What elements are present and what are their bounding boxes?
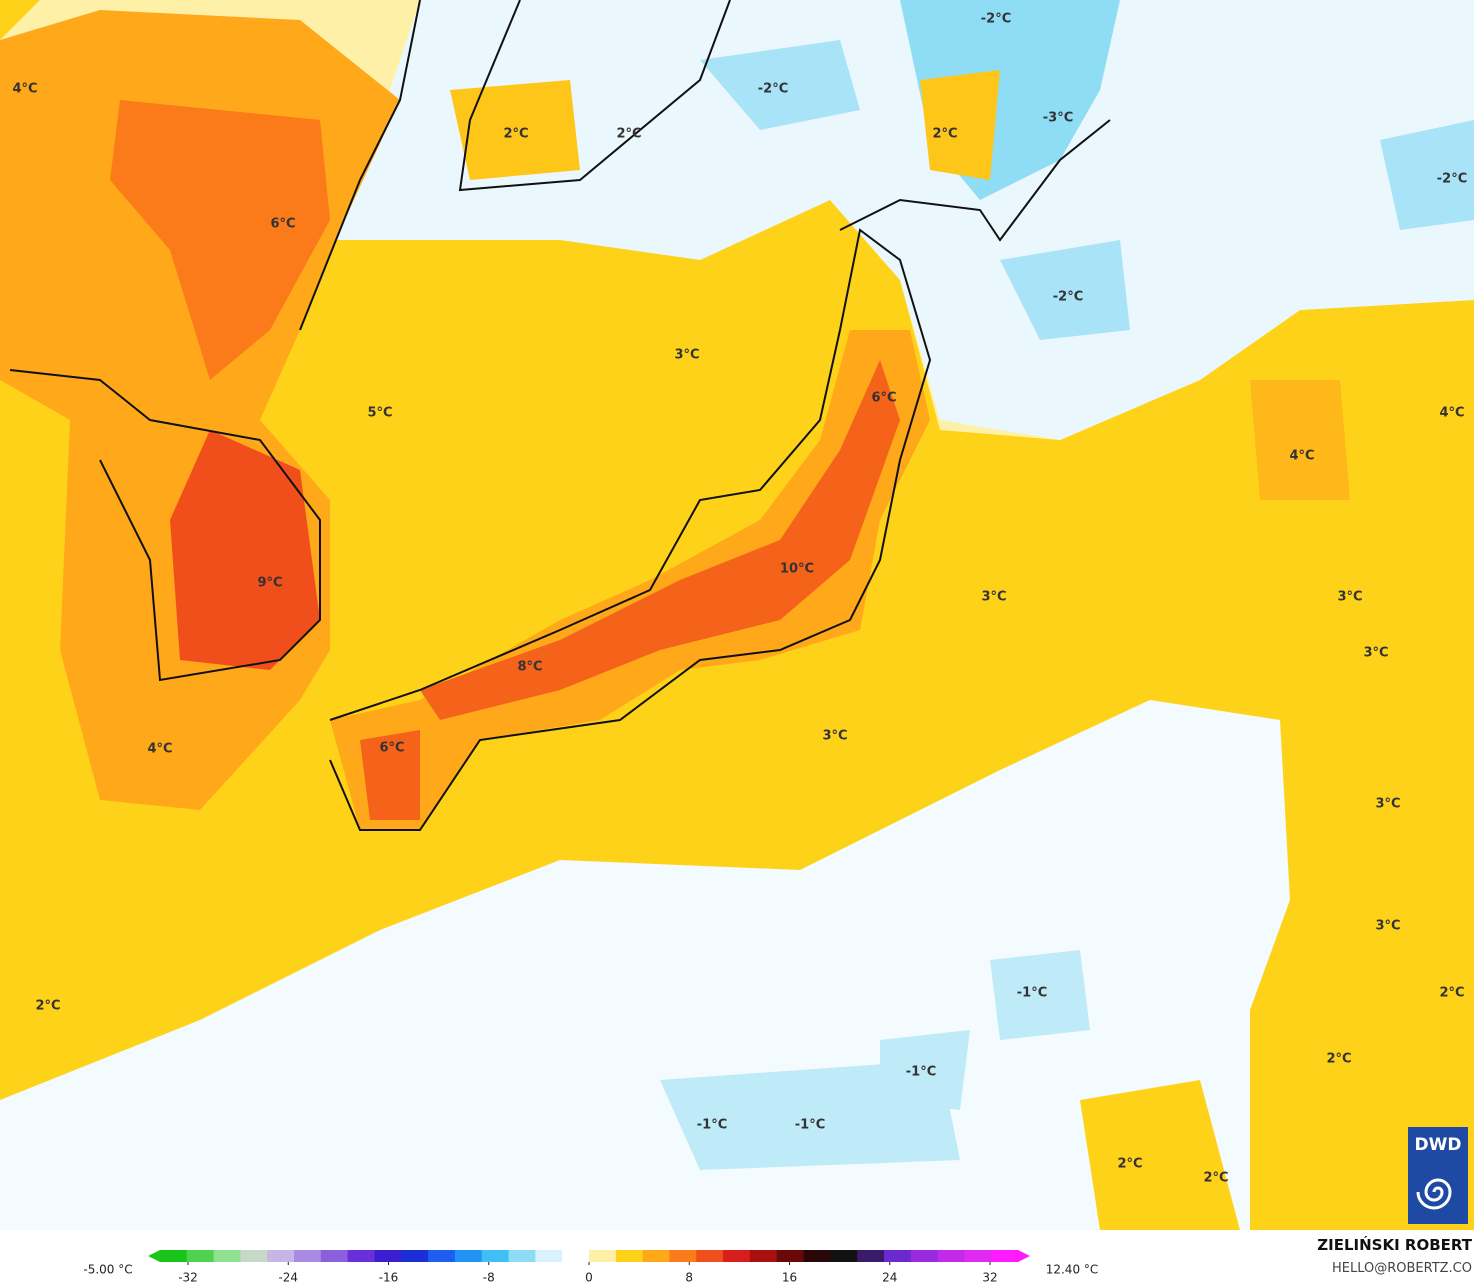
colorbar-cap [1018,1250,1030,1262]
temperature-label: 2°C [35,999,60,1014]
temperature-label: -3°C [1043,111,1073,126]
colorbar-cap [148,1250,160,1262]
temperature-label: -2°C [1437,172,1467,187]
temperature-label: 2°C [616,127,641,142]
temperature-label: -1°C [697,1118,727,1133]
temperature-label: -2°C [1053,290,1083,305]
colorbar-tick-label: 32 [982,1271,997,1285]
colorbar-segment [723,1250,751,1262]
colorbar-segment [213,1250,241,1262]
colorbar-min-label: -5.00 °C [83,1263,132,1277]
colorbar-segment [964,1250,992,1262]
colorbar-segment [535,1250,563,1262]
colorbar-segment [803,1250,831,1262]
colorbar-segment [160,1250,188,1262]
temperature-label: -1°C [1017,986,1047,1001]
colorbar-segment [267,1250,295,1262]
temperature-label: -2°C [758,82,788,97]
temperature-label: 2°C [1326,1052,1351,1067]
map [0,0,1474,1230]
temperature-label: 3°C [1375,797,1400,812]
temperature-label: 2°C [1203,1171,1228,1186]
colorbar-segment [374,1250,402,1262]
temperature-label: 3°C [822,729,847,744]
author-email: HELLO@ROBERTZ.CO [1332,1261,1472,1276]
colorbar-segment [454,1250,483,1262]
colorbar-segment [428,1250,456,1262]
temperature-label: 2°C [1117,1157,1142,1172]
colorbar-segment [749,1250,778,1262]
colorbar-segment [294,1250,322,1262]
colorbar-segment [481,1250,510,1262]
temperature-label: 3°C [1337,590,1362,605]
colorbar-tick-label: 8 [685,1271,693,1285]
colorbar-segment [240,1250,268,1262]
temperature-label: -2°C [981,12,1011,27]
temperature-label: 3°C [674,348,699,363]
colorbar-segment [696,1250,724,1262]
temperature-label: 6°C [379,741,404,756]
temperature-label: 2°C [503,127,528,142]
temperature-label: -1°C [795,1118,825,1133]
colorbar-segment [937,1250,965,1262]
temperature-label: 8°C [517,660,542,675]
colorbar-segment [910,1250,939,1262]
temperature-label: 6°C [871,391,896,406]
logo-text: DWD [1415,1135,1462,1155]
colorbar-segment [186,1250,215,1262]
colorbar-segment [615,1250,644,1262]
temperature-label: 6°C [270,217,295,232]
temperature-label: 5°C [367,406,392,421]
colorbar-segment [776,1250,804,1262]
temperature-label: -1°C [906,1065,936,1080]
colorbar-segment [830,1250,858,1262]
colorbar-segment [642,1250,670,1262]
colorbar: -32 -24 -16 -8 0 8 16 24 32 [148,1250,1030,1285]
temperature-label: 4°C [147,742,172,757]
colorbar-tick-label: 24 [882,1271,897,1285]
temperature-label: 3°C [1375,919,1400,934]
colorbar-segment [589,1250,617,1262]
temperature-label: 2°C [1439,986,1464,1001]
colorbar-segment [401,1250,429,1262]
colorbar-segment [347,1250,375,1262]
colorbar-tick-label: 0 [585,1271,593,1285]
colorbar-segment [320,1250,349,1262]
temperature-label: 9°C [257,576,282,591]
colorbar-segment [669,1250,697,1262]
colorbar-tick-label: -8 [483,1271,495,1285]
temperature-label: 4°C [12,82,37,97]
colorbar-segment [562,1250,590,1262]
temperature-labels: 4°C 2°C 2°C -2°C -2°C 2°C -3°C -2°C 6°C -2°C 3°C 5°… [12,12,1467,1186]
colorbar-tick-label: -24 [278,1271,298,1285]
colorbar-tick-label: -32 [178,1271,198,1285]
temperature-label: 3°C [981,590,1006,605]
colorbar-max-label: 12.40 °C [1046,1263,1099,1277]
author-name: ZIELIŃSKI ROBERT [1317,1235,1472,1254]
temperature-label: 10°C [780,562,814,577]
colorbar-segment [508,1250,536,1262]
temperature-label: 2°C [932,127,957,142]
temperature-label: 4°C [1439,406,1464,421]
colorbar-segment [991,1250,1019,1262]
colorbar-segment [857,1250,885,1262]
temperature-label: 3°C [1363,646,1388,661]
temperature-label: 4°C [1289,449,1314,464]
dwd-logo: DWD [1408,1127,1468,1224]
colorbar-segment [883,1250,912,1262]
colorbar-tick-label: 16 [782,1271,797,1285]
colorbar-tick-label: -16 [379,1271,399,1285]
